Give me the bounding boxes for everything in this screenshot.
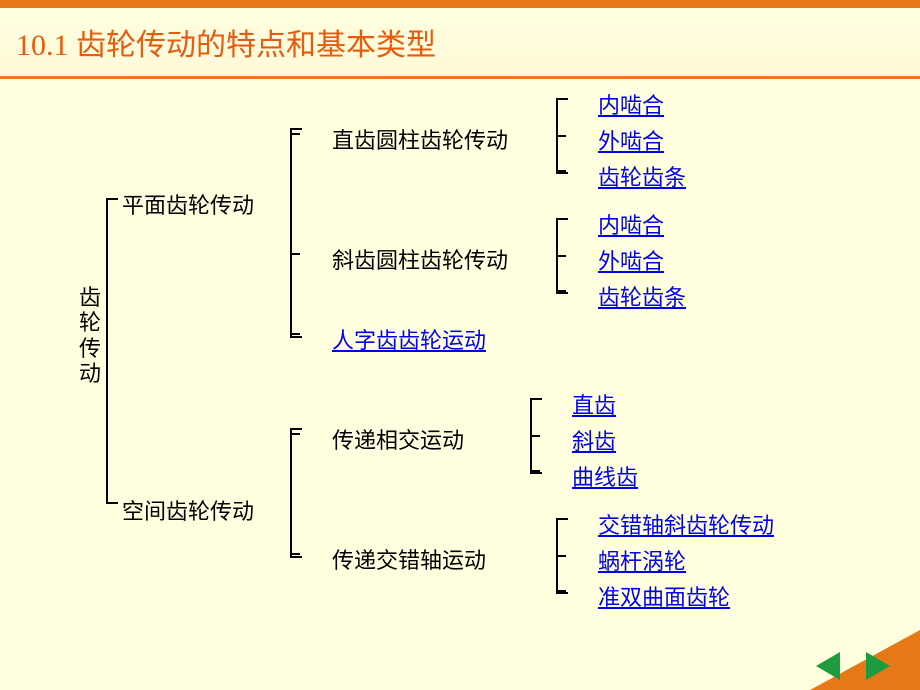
tree-leaf-0[interactable]: 内啮合 — [598, 88, 664, 120]
bracket-tick — [290, 253, 300, 255]
bracket-tick — [290, 433, 300, 435]
tree-diagram: 齿 轮 传 动 平面齿轮传动空间齿轮传动 直齿圆柱齿轮传动斜齿圆柱齿轮传动人字齿齿轮… — [0, 80, 920, 640]
tree-leaf-1[interactable]: 外啮合 — [598, 124, 664, 156]
tree-level2-3: 传递相交运动 — [332, 423, 464, 455]
tree-root: 齿 轮 传 动 — [78, 285, 102, 386]
tree-level1-0: 平面齿轮传动 — [122, 188, 254, 220]
bracket-tick — [290, 333, 300, 335]
tree-leaf-11[interactable]: 准双曲面齿轮 — [598, 580, 730, 612]
tree-leaf-4[interactable]: 外啮合 — [598, 244, 664, 276]
bracket-l1-1 — [290, 428, 292, 558]
bracket-tick — [290, 133, 300, 135]
tree-leaf-3[interactable]: 内啮合 — [598, 208, 664, 240]
bracket-root — [106, 198, 108, 504]
tree-leaf-10[interactable]: 蜗杆涡轮 — [598, 544, 686, 576]
bracket-tick — [290, 553, 300, 555]
tree-leaf-6[interactable]: 直齿 — [572, 388, 616, 420]
bracket-tick — [556, 555, 566, 557]
tree-leaf-9[interactable]: 交错轴斜齿轮传动 — [598, 508, 774, 540]
tree-level2-0: 直齿圆柱齿轮传动 — [332, 123, 508, 155]
tree-leaf-2[interactable]: 齿轮齿条 — [598, 160, 686, 192]
prev-slide-button[interactable] — [816, 652, 840, 680]
bracket-tick — [556, 135, 566, 137]
bracket-tick — [556, 590, 566, 592]
tree-level2-4: 传递交错轴运动 — [332, 543, 486, 575]
bracket-tick — [556, 170, 566, 172]
bracket-tick — [530, 470, 540, 472]
bracket-tick — [530, 435, 540, 437]
bracket-l1-0 — [290, 128, 292, 338]
tree-leaf-7[interactable]: 斜齿 — [572, 424, 616, 456]
bracket-tick — [556, 255, 566, 257]
bracket-tick — [556, 290, 566, 292]
tree-leaf-8[interactable]: 曲线齿 — [572, 460, 638, 492]
next-slide-button[interactable] — [866, 652, 890, 680]
tree-level1-1: 空间齿轮传动 — [122, 494, 254, 526]
title-bar: 10.1 齿轮传动的特点和基本类型 — [0, 0, 920, 79]
tree-level2-2[interactable]: 人字齿齿轮运动 — [332, 323, 486, 355]
tree-level2-1: 斜齿圆柱齿轮传动 — [332, 243, 508, 275]
page-title: 10.1 齿轮传动的特点和基本类型 — [16, 20, 436, 64]
tree-leaf-5[interactable]: 齿轮齿条 — [598, 280, 686, 312]
